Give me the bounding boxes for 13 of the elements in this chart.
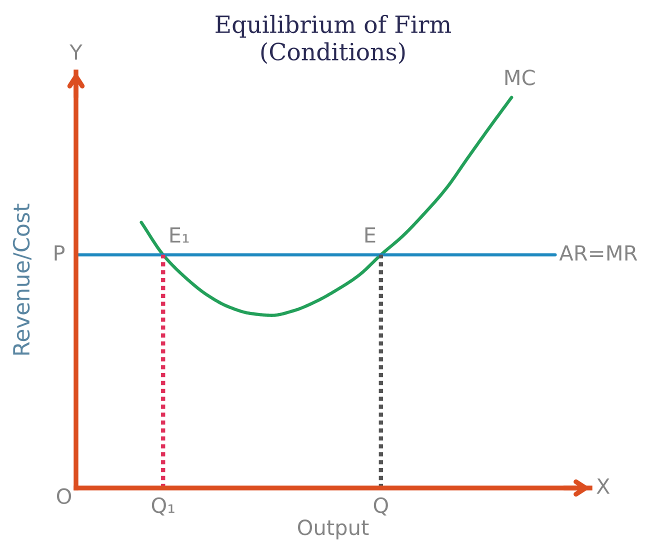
x-tick-label: Q: [374, 497, 388, 516]
annotation: E₁: [170, 227, 189, 243]
text: O: [56, 488, 72, 504]
x-tick-label: Q₁: [152, 497, 174, 516]
series-label: AR=MR: [559, 245, 638, 261]
y-axis-title: Revenue/Cost: [12, 204, 32, 355]
text: X: [596, 478, 610, 494]
text: Y: [70, 44, 82, 60]
annotation: E: [365, 227, 376, 243]
text: P: [54, 245, 65, 261]
x-axis-title: Output: [298, 520, 369, 540]
series-label: MC: [505, 70, 535, 86]
chart-title: Equilibrium of Firm (Conditions): [216, 14, 452, 64]
